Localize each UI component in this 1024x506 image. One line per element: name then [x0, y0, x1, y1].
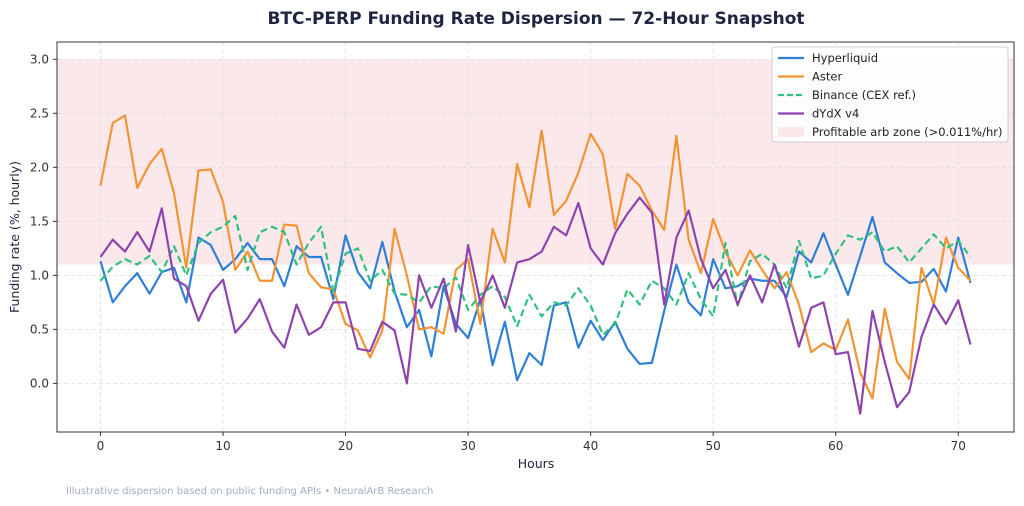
y-tick-label: 1.5: [30, 214, 49, 228]
legend-box: [771, 46, 1009, 143]
y-tick-label: 1.0: [30, 268, 49, 282]
legend-entry: dYdX v4: [812, 107, 859, 121]
y-tick-label: 3.0: [30, 52, 49, 66]
x-tick-label: 50: [706, 439, 721, 453]
legend-swatch-zone: [778, 127, 804, 137]
plot-frame: [56, 41, 1015, 433]
x-tick-label: 30: [460, 439, 475, 453]
series-line-aster: [99, 114, 972, 400]
legend-entry: Profitable arb zone (>0.011%/hr): [812, 125, 1002, 139]
y-tick-label: 0.5: [30, 322, 49, 336]
series-line-hyperliquid: [99, 215, 972, 382]
y-axis-label: Funding rate (%, hourly): [7, 161, 22, 313]
legend-entry: Aster: [812, 70, 842, 84]
series-line-binance-cex-ref-: [99, 214, 972, 336]
x-tick-label: 60: [828, 439, 843, 453]
legend: Hyperliquid Aster Binance (CEX ref.) dYdX v…: [771, 46, 1009, 143]
y-tick-label: 2.0: [30, 160, 49, 174]
y-tick-label: 0.0: [30, 376, 49, 390]
y-tick-label: 2.5: [30, 106, 49, 120]
chart-title: BTC-PERP Funding Rate Dispersion — 72-Ho…: [267, 9, 804, 29]
x-tick-label: 10: [215, 439, 230, 453]
x-tick-label: 40: [583, 439, 598, 453]
x-axis-label: Hours: [518, 456, 555, 471]
series-line-dydx-v4: [99, 196, 972, 415]
legend-entry: Hyperliquid: [812, 51, 878, 65]
footnote: Illustrative dispersion based on public …: [66, 486, 433, 497]
x-tick-label: 70: [951, 439, 966, 453]
x-tick-label: 0: [97, 439, 105, 453]
legend-entry: Binance (CEX ref.): [812, 88, 916, 102]
x-tick-label: 20: [338, 439, 353, 453]
